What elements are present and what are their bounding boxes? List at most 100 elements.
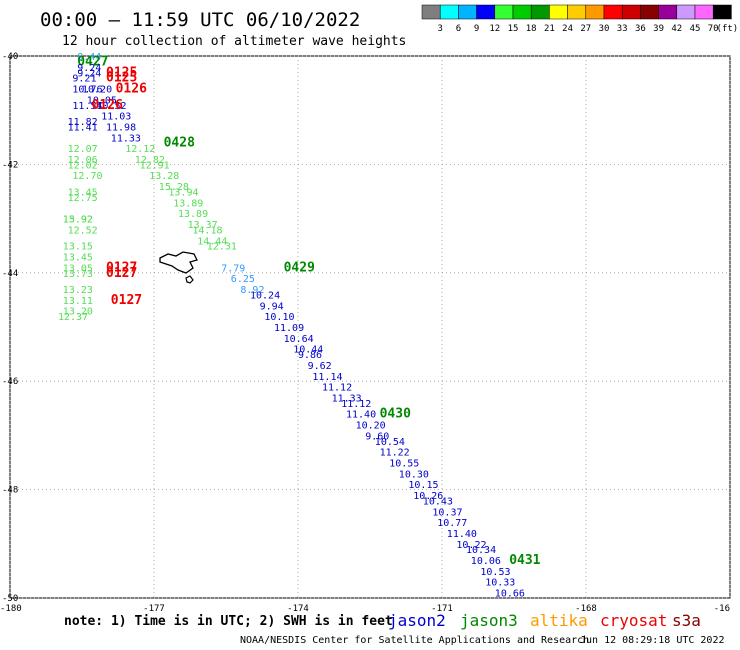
wave-height-label: 13.23 [63, 285, 93, 296]
legend-label: 36 [635, 24, 646, 34]
wave-height-label: 11.12 [341, 399, 371, 410]
wave-height-label: 11.12 [322, 383, 352, 394]
wave-height-label: 13.45 [63, 253, 93, 264]
pass-time-label: 0127 [111, 293, 142, 308]
wave-height-label: 6.25 [231, 274, 255, 285]
wave-height-label: 10.37 [432, 507, 462, 518]
legend-unit: (ft) [717, 24, 739, 34]
lon-label: -16 [714, 604, 730, 614]
wave-height-label: 9.94 [260, 301, 284, 312]
wave-height-label: 13.45 [68, 188, 98, 199]
wave-height-label: 13.28 [149, 171, 179, 182]
wave-height-label: 10.06 [471, 556, 501, 567]
wave-height-label: 11.33 [332, 393, 362, 404]
wave-height-label: 10.43 [423, 496, 453, 507]
lon-label: -168 [575, 604, 597, 614]
wave-height-label: 12.07 [68, 144, 98, 155]
legend-label: 39 [653, 24, 664, 34]
graticule [9, 55, 731, 599]
wave-height-label: 8.92 [240, 285, 264, 296]
wave-height-label: 11.40 [346, 410, 376, 421]
wave-height-label: 13.94 [168, 188, 198, 199]
wave-height-label: 13.20 [63, 307, 93, 318]
satellite-name: jason2 [388, 611, 446, 630]
wave-height-label: 10.44 [293, 345, 323, 356]
legend-label: 45 [690, 24, 701, 34]
legend-label: 33 [617, 24, 628, 34]
legend-swatch [549, 4, 568, 20]
satellite-name: cryosat [600, 611, 667, 630]
island-outline [159, 251, 198, 284]
wave-height-label: 13.11 [63, 296, 93, 307]
wave-height-label: 10.34 [466, 545, 496, 556]
legend-label: 42 [671, 24, 682, 34]
wave-height-label: 9.62 [308, 361, 332, 372]
longitude-labels: -180 -177 -174 -171 -168 -16 [0, 604, 730, 614]
legend-label: 3 [437, 24, 442, 34]
wave-height-label: 15.92 [63, 215, 93, 226]
legend-swatch [567, 4, 587, 20]
footer-timestamp: Jun 12 08:29:18 UTC 2022 [580, 635, 725, 646]
wave-height-label: 13.05 [63, 263, 93, 274]
wave-height-label: 10.77 [437, 518, 467, 529]
pass-time-label: 0427 [77, 54, 108, 69]
wave-height-label: 12.37 [58, 312, 88, 323]
pass-time-label: 0125 [106, 71, 137, 86]
pass-time-label: 0126 [116, 82, 147, 97]
wave-height-label: 12.75 [68, 193, 98, 204]
wave-height-label: 12.31 [207, 242, 237, 253]
wave-height-label: 13.15 [63, 242, 93, 253]
wave-height-label: 10.30 [399, 469, 429, 480]
wave-height-label: 12.82 [135, 155, 165, 166]
wave-height-label: 10.20 [82, 85, 112, 96]
wave-height-label: 11.09 [274, 323, 304, 334]
lat-label: -50 [2, 594, 18, 604]
wave-height-label: 11.54 [72, 101, 102, 112]
wave-height-label: 8.44 [77, 52, 101, 63]
wave-height-label: 13.92 [63, 215, 93, 226]
wave-height-label: 12.02 [68, 160, 98, 171]
wave-height-label: 13.37 [188, 220, 218, 231]
lat-label: -44 [2, 269, 18, 279]
map-title: 00:00 – 11:59 UTC 06/10/2022 [40, 9, 360, 31]
wave-height-label: 11.41 [68, 122, 98, 133]
pass-time-label: 0127 [106, 266, 137, 281]
legend-label: 24 [562, 24, 573, 34]
lat-label: -42 [2, 160, 18, 170]
lat-label: -48 [2, 486, 18, 496]
wave-height-label: 12.06 [68, 155, 98, 166]
pass-time-label: 0429 [284, 260, 315, 275]
wave-height-label: 13.89 [173, 198, 203, 209]
legend-swatch [439, 4, 459, 20]
pass-time-label: 0431 [509, 553, 540, 568]
color-legend: 3 6 9 12 15 18 21 24 27 30 33 36 39 42 45 70(ft) [421, 4, 739, 34]
wave-height-label: 9.21 [72, 74, 96, 85]
legend-swatch [712, 4, 732, 20]
legend-swatch [421, 4, 441, 20]
satellite-legend: jason2 jason3 altika cryosat s3a [388, 611, 701, 630]
lon-label: -177 [143, 604, 165, 614]
lat-label: -40 [2, 52, 18, 62]
legend-swatch [676, 4, 696, 20]
pass-time-label: 0126 [92, 98, 123, 113]
wave-height-label: 12.91 [140, 160, 170, 171]
satellite-name: altika [530, 611, 588, 630]
legend-label: 15 [508, 24, 519, 34]
wave-height-label: 14.44 [197, 236, 227, 247]
wave-height-label: 11.22 [380, 448, 410, 459]
legend-label: 30 [599, 24, 610, 34]
wave-height-label: 10.52 [96, 101, 126, 112]
wave-height-label: 12.52 [68, 225, 98, 236]
pass-time-label: 0125 [106, 65, 137, 80]
wave-height-label: 12.70 [72, 171, 102, 182]
pass-time-label: 0127 [106, 260, 137, 275]
wave-height-label: 12.12 [125, 144, 155, 155]
pass-time-label: 0430 [380, 407, 411, 422]
wave-height-label: 11.03 [101, 112, 131, 123]
wave-height-label: 7.79 [221, 263, 245, 274]
lat-label: -46 [2, 377, 18, 387]
footer-credit: NOAA/NESDIS Center for Satellite Applica… [240, 635, 589, 646]
legend-swatch [603, 4, 623, 20]
